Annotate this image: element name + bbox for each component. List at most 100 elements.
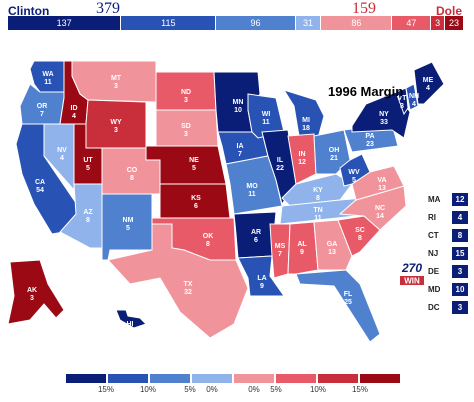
state-abbr-label: KY [313,187,323,194]
state-ev-label: 11 [262,119,270,126]
small-state-dc[interactable]: DC 3 [428,301,472,315]
small-state-de[interactable]: DE 3 [428,265,472,279]
small-state-abbr: MD [428,285,441,294]
state-wi[interactable] [247,93,285,139]
svg-text:270: 270 [401,261,422,275]
small-state-ri[interactable]: RI 4 [428,211,472,225]
vote-segment: 3 [431,16,445,30]
state-ev-label: 18 [302,125,310,132]
state-ev-label: 22 [276,165,284,172]
state-abbr-label: CA [35,179,45,186]
small-state-ev: 15 [452,247,468,260]
state-abbr-label: MI [302,117,310,124]
electoral-vote-bar: 137 115 96 31 86 47 3 23 [8,16,464,30]
state-ev-label: 5 [126,225,130,232]
state-abbr-label: WV [348,169,360,176]
state-fl[interactable] [295,269,381,343]
state-vt[interactable] [395,87,409,116]
state-tx[interactable] [107,223,249,339]
state-me[interactable] [413,61,445,105]
state-ev-label: 12 [298,159,306,166]
state-il[interactable] [261,129,297,206]
legend-label: 0% [248,385,260,394]
state-ev-label: 8 [130,175,134,182]
state-abbr-label: AK [27,287,37,294]
vote-segment: 31 [295,16,322,30]
state-abbr-label: NE [189,157,199,164]
state-abbr-label: UT [83,157,93,164]
small-state-ev: 12 [452,193,468,206]
state-abbr-label: IA [237,143,244,150]
state-ev-label: 8 [206,241,210,248]
vote-segment: 96 [216,16,296,30]
small-state-md[interactable]: MD 10 [428,283,472,297]
state-ev-label: 14 [376,213,384,220]
state-ev-label: 13 [378,185,386,192]
state-abbr-label: AZ [83,209,93,216]
small-state-nj[interactable]: NJ 15 [428,247,472,261]
state-abbr-label: WI [262,111,271,118]
state-ev-label: 3 [400,103,404,110]
vote-segment: 115 [121,16,217,30]
270towin-logo: 270 WIN [398,258,426,292]
state-abbr-label: IL [277,157,284,164]
state-abbr-label: HI [127,321,134,328]
legend-label: 10% [309,385,326,394]
us-map: WA11OR7CA54NV4ID4MT3WY3UT5AZ8CO8NM5ND3SD… [7,60,445,343]
vote-segment: 23 [444,16,464,30]
right-candidate-total: 159 [352,0,376,17]
legend-swatch [66,374,106,383]
state-abbr-label: WY [110,119,122,126]
state-ev-label: 9 [300,249,304,256]
state-ev-label: 6 [194,203,198,210]
state-ev-label: 4 [128,329,132,336]
state-abbr-label: NH [409,93,419,100]
state-abbr-label: NM [123,217,134,224]
state-mi[interactable] [282,89,325,143]
state-ev-label: 5 [352,177,356,184]
small-state-ct[interactable]: CT 8 [428,229,472,243]
legend-swatch [360,374,400,383]
state-ev-label: 4 [426,85,430,92]
small-state-ev: 4 [452,211,468,224]
state-abbr-label: FL [344,291,353,298]
state-wv[interactable] [339,153,371,187]
state-ev-label: 13 [328,249,336,256]
state-ev-label: 3 [114,83,118,90]
state-ev-label: 25 [344,299,352,306]
state-ev-label: 9 [260,283,264,290]
state-ak[interactable] [7,259,65,325]
legend-label: 5% [184,385,196,394]
state-abbr-label: VT [398,95,408,102]
state-ev-label: 3 [184,97,188,104]
state-ev-label: 23 [366,141,374,148]
legend-label: 15% [97,385,114,394]
state-abbr-label: VA [377,177,386,184]
legend-label: 5% [270,385,282,394]
state-ev-label: 3 [114,127,118,134]
state-hi[interactable] [115,309,147,329]
small-state-ev: 3 [452,301,468,314]
state-sc[interactable] [337,215,381,257]
state-ev-label: 3 [30,295,34,302]
state-ev-label: 11 [44,79,52,86]
state-abbr-label: TX [184,281,193,288]
state-nh[interactable] [405,83,419,111]
state-ev-label: 8 [358,235,362,242]
state-abbr-label: MO [246,183,258,190]
legend-label: 10% [139,385,156,394]
state-nm[interactable] [101,193,153,261]
right-candidate-name: Dole [436,4,463,18]
state-abbr-label: SD [181,123,191,130]
state-ms[interactable] [269,223,291,279]
state-ny[interactable] [351,91,411,139]
state-al[interactable] [287,221,319,275]
small-state-ev: 8 [452,229,468,242]
legend-swatch [234,374,274,383]
legend-swatch [192,374,232,383]
margin-legend: 15% 10% 5% 0% 0% 5% 10% 15% [66,374,412,398]
state-abbr-label: NV [57,147,67,154]
state-abbr-label: MT [111,75,122,82]
small-state-ma[interactable]: MA 12 [428,193,472,207]
state-ev-label: 11 [248,191,256,198]
